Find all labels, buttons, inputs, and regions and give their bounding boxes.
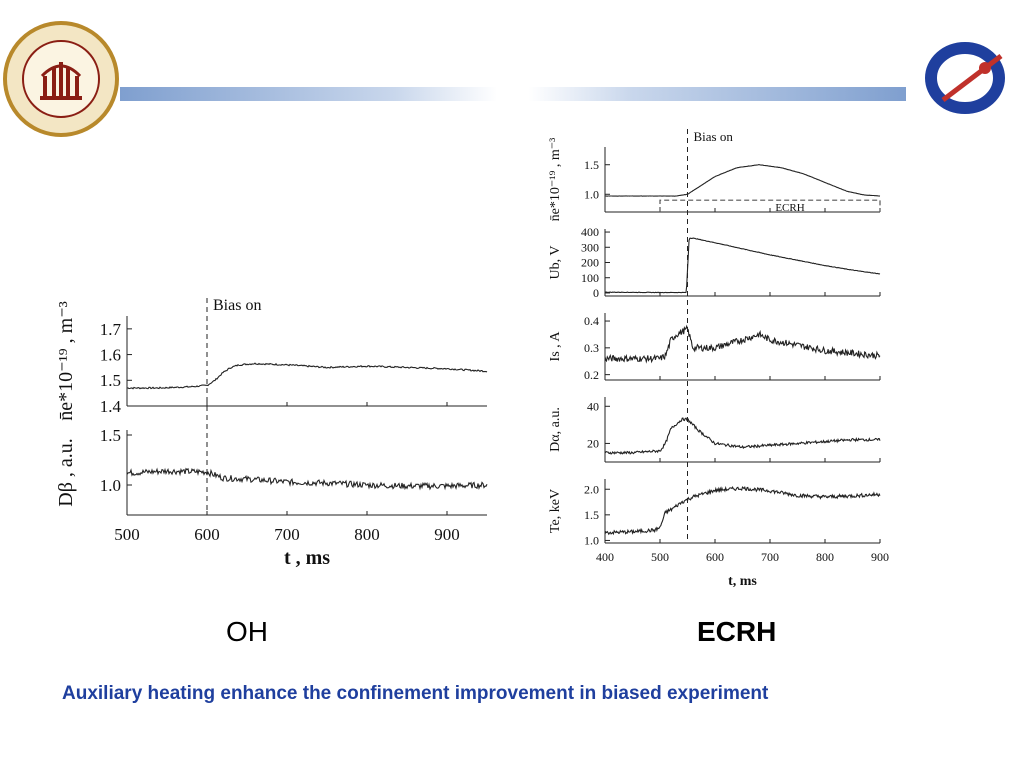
y-tick-label: 0.2 [584,368,599,382]
institute-logo-icon [915,38,1015,118]
y-tick-label: 1.5 [100,426,121,445]
y-tick-label: 2.0 [584,482,599,496]
x-tick-label: 600 [706,550,724,564]
series-line [604,417,881,455]
ecrh-box-label: ECRH [775,202,804,214]
ecrh-caption: ECRH [697,616,777,647]
x-tick-label: 600 [194,525,220,544]
x-tick-label: 900 [434,525,460,544]
series-line [604,485,881,536]
y-axis-label: Ub, V [548,246,563,280]
x-tick-label: 400 [596,550,614,564]
y-tick-label: 40 [587,399,599,413]
series-line [604,324,881,364]
x-tick-label: 500 [114,525,140,544]
x-axis-label: t, ms [728,574,757,589]
x-tick-label: 800 [816,550,834,564]
x-tick-label: 700 [274,525,300,544]
oh-chart: 1.4 1.5 1.6 1.7 n̄e*10⁻¹⁹ , m⁻³ 1.0 1.5 Dβ , a.… [50,290,500,580]
y-tick-label: 1.5 [100,371,121,390]
y-tick-label: 0.3 [584,341,599,355]
y-tick-label: 0 [593,286,599,300]
footer-text: Auxiliary heating enhance the confinemen… [62,683,769,704]
y-axis-label: Te, keV [548,489,563,533]
bias-on-annotation: Bias on [213,297,261,314]
y-tick-label: 1.5 [584,158,599,172]
y-axis-label: Is , A [548,331,563,362]
oh-chart-svg: 1.4 1.5 1.6 1.7 n̄e*10⁻¹⁹ , m⁻³ 1.0 1.5 Dβ , a.… [55,297,488,569]
series-line [604,237,881,294]
x-axis-label: t , ms [284,547,330,569]
x-tick-label: 900 [871,550,889,564]
series-line [605,164,881,197]
y-tick-label: 1.0 [100,476,121,495]
y-tick-label: 1.0 [584,534,599,548]
y-tick-label: 1.0 [584,187,599,201]
y-tick-label: 1.4 [100,397,122,416]
ecrh-box [659,199,881,212]
bias-on-annotation: Bias on [694,129,734,144]
university-seal-icon [2,20,120,138]
y-tick-label: 1.7 [100,320,122,339]
x-tick-label: 800 [354,525,380,544]
y-tick-label: 300 [581,240,599,254]
series-line [126,362,488,390]
ecrh-chart: 1.0 1.5 n̄e*10⁻¹⁹ , m⁻³ ECRH 0 100 200 300 400 Ub… [535,125,910,595]
y-axis-label: Dβ , a.u. [55,438,77,507]
x-tick-label: 700 [761,550,779,564]
y-tick-label: 200 [581,256,599,270]
oh-caption: OH [226,616,268,647]
header-bar [120,87,906,101]
ecrh-chart-svg: 1.01.5n̄e*10⁻¹⁹ , m⁻³ ECRH0100200300400Ub… [548,129,889,589]
y-tick-label: 1.5 [584,508,599,522]
y-tick-label: 0.4 [584,314,599,328]
y-axis-label: Dα, a.u. [548,407,563,452]
y-tick-label: 1.6 [100,346,121,365]
series-line [126,467,488,491]
x-tick-label: 500 [651,550,669,564]
y-tick-label: 20 [587,437,599,451]
y-tick-label: 100 [581,271,599,285]
y-tick-label: 400 [581,225,599,239]
y-axis-label: n̄e*10⁻¹⁹ , m⁻³ [55,301,77,421]
y-axis-label: n̄e*10⁻¹⁹ , m⁻³ [548,138,563,222]
